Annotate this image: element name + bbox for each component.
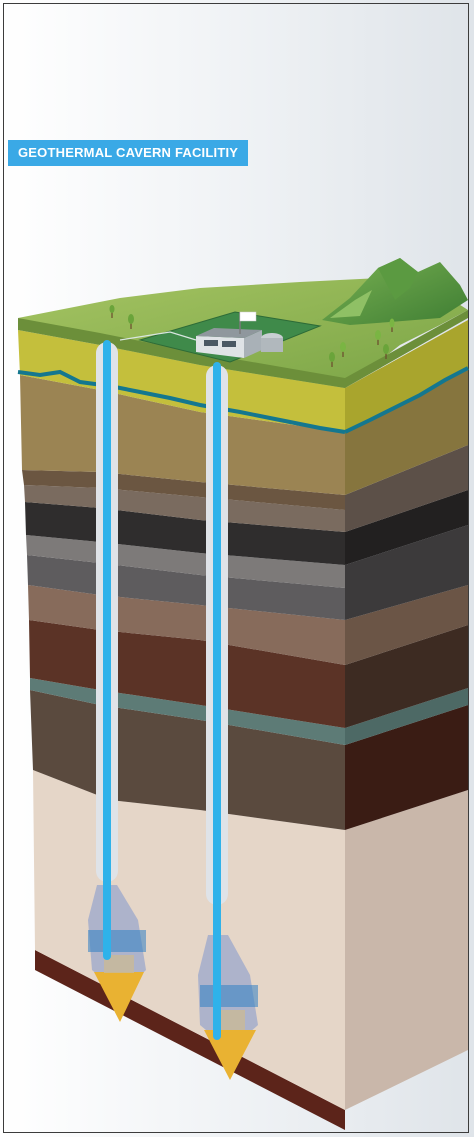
well-1-cavern-fill [94, 972, 144, 1022]
well-2-cavern-band [200, 985, 258, 1007]
well-1-cavern-band [88, 930, 146, 952]
pipeline-path [119, 331, 197, 341]
facility-building-side [244, 330, 262, 358]
well-2-cavern-fill [204, 1030, 256, 1080]
right-stratum-dark-red [345, 705, 468, 830]
facility-window [204, 340, 218, 346]
right-stratum-tan [345, 585, 468, 665]
well-2-cavern-block [215, 1010, 245, 1030]
right-stratum-cream [345, 790, 468, 1110]
groundwater-line-front [17, 369, 346, 434]
trees [109, 305, 395, 367]
right-strata [345, 320, 468, 1110]
right-stratum-charcoal [345, 490, 468, 565]
well-1 [88, 340, 146, 1022]
right-stratum-brown [345, 625, 468, 728]
geothermal-facility [119, 311, 322, 363]
facility-building-roof [196, 328, 262, 338]
title-badge: GEOTHERMAL CAVERN FACILITIY [8, 140, 249, 166]
right-stratum-greybrown [345, 445, 468, 532]
groundwater-line-right [344, 366, 469, 434]
page-frame [3, 3, 469, 1133]
well-1-pipe [103, 340, 111, 960]
well-2 [198, 362, 258, 1080]
right-stratum-grey [345, 525, 468, 620]
well-2-pipe [213, 362, 221, 1040]
storage-tank [261, 338, 283, 352]
facility-window-2 [222, 341, 236, 347]
well-1-cavern-block [104, 955, 134, 973]
right-stratum-teal [345, 688, 468, 745]
right-stratum-yellow-soil [345, 320, 468, 432]
front-strata [18, 330, 345, 1130]
right-stratum-ochre [345, 370, 468, 495]
flag [239, 311, 257, 322]
mountains [322, 258, 468, 325]
